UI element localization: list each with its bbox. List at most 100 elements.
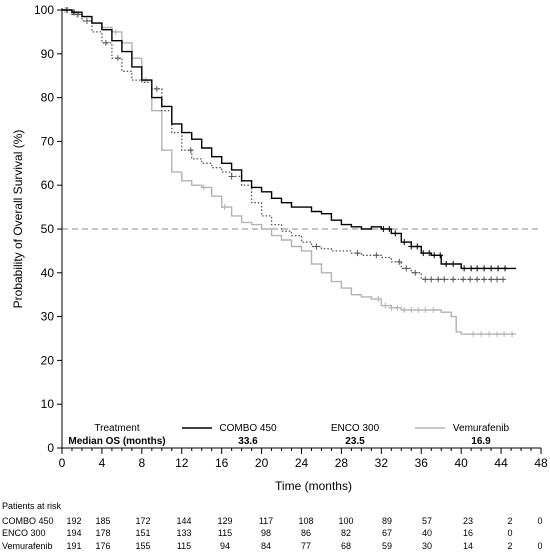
risk-count-combo-450: 129 — [217, 516, 232, 526]
risk-count-vemurafenib: 68 — [341, 541, 351, 551]
risk-count-combo-450: 57 — [422, 516, 432, 526]
censor-mark-enco-300 — [412, 269, 419, 276]
risk-count-combo-450: 2 — [507, 516, 512, 526]
censor-mark-enco-300 — [467, 276, 474, 283]
censor-mark-vemurafenib — [415, 307, 422, 314]
x-tick-label: 12 — [175, 456, 189, 470]
censor-mark-vemurafenib — [478, 331, 485, 338]
risk-count-vemurafenib: 94 — [220, 541, 230, 551]
censor-mark-combo-450 — [70, 9, 77, 16]
censor-mark-combo-450 — [468, 265, 475, 272]
censor-mark-vemurafenib — [509, 331, 516, 338]
x-tick-label: 0 — [59, 456, 66, 470]
censor-mark-vemurafenib — [375, 296, 382, 303]
censor-mark-vemurafenib — [112, 28, 119, 35]
x-tick-label: 36 — [415, 456, 429, 470]
censor-mark-combo-450 — [408, 243, 415, 250]
legend-name-vemurafenib: Vemurafenib — [453, 423, 510, 434]
x-tick-label: 16 — [215, 456, 229, 470]
risk-count-enco-300: 40 — [422, 528, 432, 538]
censor-mark-vemurafenib — [388, 304, 395, 311]
y-tick-label: 20 — [41, 353, 55, 367]
risk-count-combo-450: 100 — [338, 516, 353, 526]
censor-mark-combo-450 — [426, 250, 433, 257]
censor-mark-enco-300 — [153, 85, 160, 92]
x-tick-label: 24 — [295, 456, 309, 470]
censor-mark-enco-300 — [354, 250, 361, 257]
legend-median-enco-300: 23.5 — [345, 436, 365, 447]
censor-mark-combo-450 — [461, 265, 468, 272]
y-tick-label: 80 — [41, 91, 55, 105]
censor-mark-enco-300 — [435, 276, 442, 283]
censor-mark-enco-300 — [441, 276, 448, 283]
censor-mark-enco-300 — [228, 173, 235, 180]
risk-table: Patients at risk COMBO 450 192 185 172 144 129… — [2, 501, 543, 551]
plot-area — [61, 7, 541, 338]
censor-mark-enco-300 — [396, 258, 403, 265]
risk-count-enco-300: 115 — [218, 528, 232, 538]
y-tick-label: 50 — [41, 222, 55, 236]
risk-count-combo-450: 172 — [135, 516, 150, 526]
risk-count-combo-450: 89 — [382, 516, 392, 526]
censor-mark-vemurafenib — [486, 331, 493, 338]
risk-count-combo-450: 23 — [463, 516, 473, 526]
legend-median-combo-450: 33.6 — [238, 436, 258, 447]
y-tick-label: 10 — [41, 397, 55, 411]
censor-mark-combo-450 — [420, 250, 427, 257]
km-curve-combo-450 — [62, 9, 517, 270]
risk-count-combo-450: 0 — [537, 516, 542, 526]
risk-count-vemurafenib: 59 — [382, 541, 392, 551]
x-tick-label: 28 — [335, 456, 349, 470]
legend-name-enco-300: ENCO 300 — [331, 423, 380, 434]
y-tick-label: 40 — [41, 266, 55, 280]
legend-title: Treatment — [94, 423, 139, 434]
censor-mark-enco-300 — [494, 276, 501, 283]
censor-mark-enco-300 — [474, 276, 481, 283]
risk-count-enco-300: 86 — [301, 528, 311, 538]
censor-mark-vemurafenib — [394, 304, 401, 311]
censor-mark-enco-300 — [422, 276, 429, 283]
censor-mark-enco-300 — [428, 276, 435, 283]
x-tick-label: 40 — [454, 456, 468, 470]
risk-count-enco-300: 16 — [463, 528, 473, 538]
x-tick-label: 48 — [534, 456, 548, 470]
censor-mark-vemurafenib — [382, 302, 389, 309]
risk-count-vemurafenib: 0 — [537, 541, 542, 551]
censor-mark-enco-300 — [488, 276, 495, 283]
censor-mark-combo-450 — [437, 252, 444, 259]
risk-count-vemurafenib: 2 — [507, 541, 512, 551]
censor-mark-combo-450 — [431, 252, 438, 259]
censor-mark-combo-450 — [443, 261, 450, 268]
risk-count-combo-450: 185 — [95, 516, 110, 526]
censor-mark-vemurafenib — [408, 307, 415, 314]
censor-mark-combo-450 — [414, 243, 421, 250]
censor-mark-enco-300 — [450, 276, 457, 283]
x-tick-label: 4 — [99, 456, 106, 470]
censor-mark-combo-450 — [380, 226, 387, 232]
risk-count-vemurafenib: 115 — [177, 541, 191, 551]
censor-mark-combo-450 — [502, 265, 509, 272]
risk-count-enco-300: 178 — [95, 528, 110, 538]
risk-count-combo-450: 108 — [298, 516, 313, 526]
y-tick-label: 70 — [41, 134, 55, 148]
x-tick-label: 44 — [494, 456, 508, 470]
censor-mark-enco-300 — [403, 265, 410, 272]
censor-mark-combo-450 — [401, 239, 408, 246]
legend-median-label: Median OS (months) — [68, 436, 165, 447]
x-tick-label: 8 — [138, 456, 145, 470]
x-axis-title: Time (months) — [275, 479, 352, 493]
censor-mark-enco-300 — [102, 39, 109, 46]
censor-mark-enco-300 — [481, 276, 488, 283]
censor-mark-vemurafenib — [501, 331, 508, 338]
risk-count-vemurafenib: 155 — [135, 541, 150, 551]
risk-row-label-combo-450: COMBO 450 — [2, 516, 54, 526]
risk-count-enco-300: 98 — [261, 528, 271, 538]
y-tick-label: 0 — [47, 441, 54, 455]
censor-mark-combo-450 — [63, 7, 70, 13]
censor-mark-combo-450 — [488, 265, 495, 272]
legend-median-vemurafenib: 16.9 — [471, 436, 491, 447]
censor-mark-enco-300 — [373, 252, 380, 259]
risk-count-combo-450: 192 — [66, 516, 81, 526]
